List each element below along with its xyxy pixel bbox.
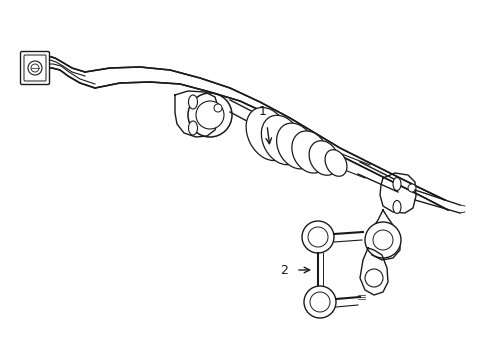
Ellipse shape bbox=[188, 121, 197, 135]
Circle shape bbox=[304, 286, 335, 318]
Polygon shape bbox=[359, 248, 387, 295]
Ellipse shape bbox=[325, 150, 346, 176]
Circle shape bbox=[302, 221, 333, 253]
Polygon shape bbox=[85, 67, 447, 210]
Text: 2: 2 bbox=[280, 264, 287, 276]
FancyBboxPatch shape bbox=[24, 55, 46, 81]
Ellipse shape bbox=[245, 107, 289, 161]
Circle shape bbox=[364, 269, 382, 287]
Ellipse shape bbox=[392, 201, 400, 213]
Circle shape bbox=[309, 292, 329, 312]
Polygon shape bbox=[367, 210, 399, 260]
Circle shape bbox=[196, 101, 224, 129]
Circle shape bbox=[28, 61, 42, 75]
Ellipse shape bbox=[392, 177, 400, 190]
Circle shape bbox=[364, 222, 400, 258]
Circle shape bbox=[307, 227, 327, 247]
Circle shape bbox=[372, 230, 392, 250]
Ellipse shape bbox=[291, 131, 327, 173]
Ellipse shape bbox=[261, 115, 302, 165]
Circle shape bbox=[407, 184, 415, 192]
FancyBboxPatch shape bbox=[20, 51, 49, 85]
Polygon shape bbox=[175, 91, 218, 137]
Ellipse shape bbox=[308, 141, 338, 175]
Text: 1: 1 bbox=[259, 105, 266, 118]
Circle shape bbox=[214, 104, 222, 112]
Circle shape bbox=[187, 93, 231, 137]
Polygon shape bbox=[44, 56, 95, 88]
Ellipse shape bbox=[188, 95, 197, 109]
Polygon shape bbox=[379, 173, 415, 213]
Ellipse shape bbox=[276, 123, 315, 169]
Circle shape bbox=[31, 64, 39, 72]
